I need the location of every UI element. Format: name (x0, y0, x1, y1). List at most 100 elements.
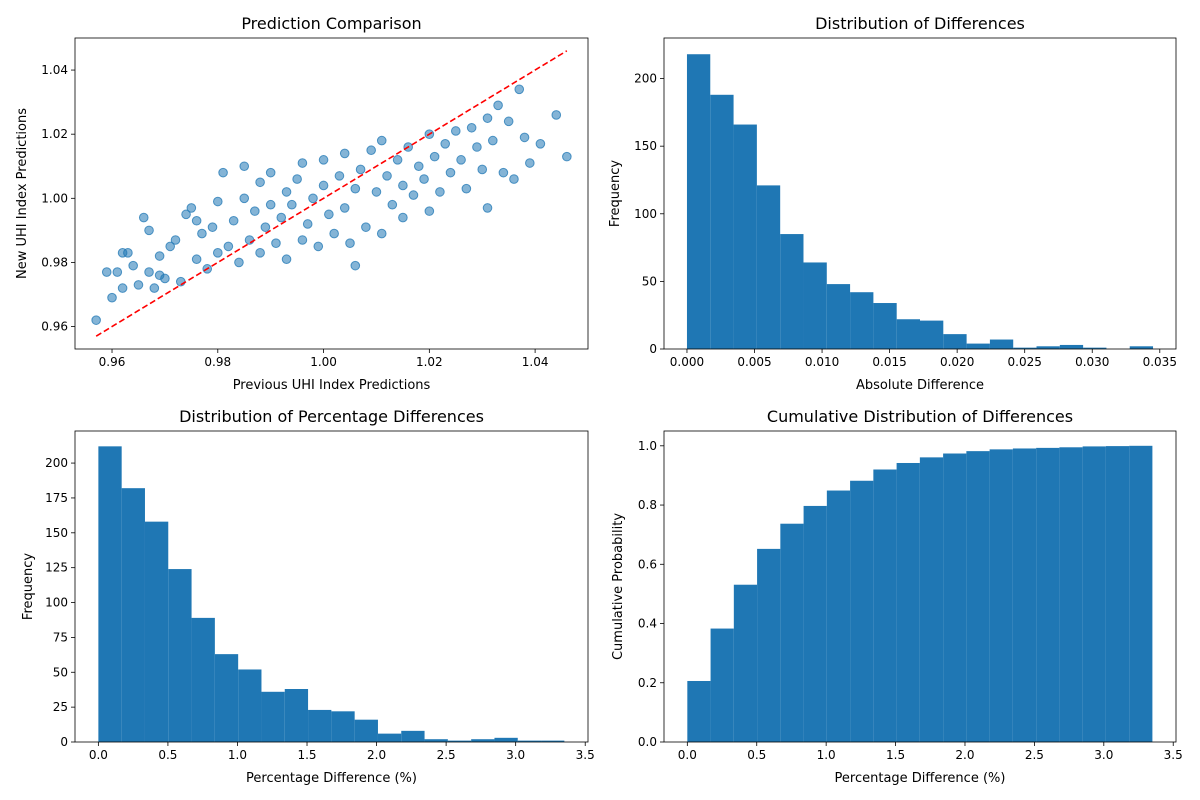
scatter-point (482, 203, 493, 213)
scatter-point (101, 267, 112, 277)
scatter-point (144, 267, 154, 277)
scatter-point (318, 180, 329, 191)
histogram-bar (1105, 446, 1130, 742)
histogram-bar (1129, 346, 1154, 349)
x-tick-label: 0.98 (204, 355, 231, 369)
x-tick-label: 0.000 (670, 355, 704, 369)
y-tick-label: 1.04 (41, 63, 68, 77)
scatter-point (181, 209, 191, 220)
scatter-point (228, 215, 239, 226)
scatter-point (535, 139, 546, 149)
scatter-point (265, 199, 276, 210)
scatter-point (149, 283, 160, 293)
x-tick-label: 3.0 (506, 748, 525, 762)
x-tick-label: 0.010 (805, 355, 839, 369)
scatter-point (276, 212, 287, 223)
scatter-point (498, 167, 509, 178)
y-tick-label: 200 (45, 456, 68, 470)
scatter-point (133, 280, 144, 290)
scatter-point (525, 158, 535, 168)
y-tick-label: 25 (53, 700, 68, 714)
axes-frame (663, 430, 1177, 743)
histogram-bar (191, 617, 215, 742)
x-tick-label: 1.02 (416, 355, 443, 369)
y-tick-label: 50 (642, 274, 657, 288)
scatter-point (562, 151, 572, 162)
histogram-bar (943, 453, 967, 742)
scatter-point (302, 219, 313, 229)
histogram-bar (424, 739, 448, 742)
scatter-point (440, 139, 451, 149)
x-tick-label: 0.035 (1143, 355, 1177, 369)
scatter-point (345, 238, 355, 248)
x-tick-label: 1.04 (522, 355, 549, 369)
histogram-bar (966, 343, 990, 349)
scatter-point (466, 122, 477, 133)
scatter-point (212, 248, 223, 258)
scatter-point (398, 180, 408, 191)
histogram-bar (733, 584, 758, 742)
scatter-point (281, 187, 292, 197)
scatter-point (450, 126, 461, 136)
axes-frame (74, 430, 589, 743)
scatter-point (429, 151, 440, 162)
y-tick-label: 150 (45, 526, 68, 540)
scatter-point (218, 167, 228, 178)
scatter-point (445, 167, 456, 178)
histogram-bar (308, 709, 332, 742)
histogram-bar (1059, 344, 1084, 349)
scatter-point (503, 116, 514, 127)
histogram-bar (873, 469, 897, 742)
x-tick-label: 1.0 (817, 748, 836, 762)
panel-distribution-of-differences: Distribution of Differences Absolute Dif… (608, 14, 1177, 393)
scatter-point (366, 145, 376, 156)
histogram-bar (1082, 446, 1106, 742)
scatter-point (361, 222, 371, 232)
scatter-point (281, 254, 292, 265)
y-axis-label: Frequency (21, 553, 36, 620)
y-tick-label: 125 (45, 561, 68, 575)
scatter-point (493, 100, 503, 111)
scatter-point (482, 113, 493, 123)
chart-title: Distribution of Percentage Differences (179, 407, 484, 426)
histogram-bar (687, 680, 711, 742)
x-tick-label: 1.5 (886, 748, 905, 762)
axes-frame (74, 37, 589, 350)
y-axis-label: New UHI Index Predictions (15, 108, 30, 279)
histogram-bar (1013, 347, 1037, 349)
x-tick-label: 0.015 (872, 355, 906, 369)
y-tick-label: 100 (634, 207, 657, 221)
scatter-point (212, 196, 223, 207)
histogram-bar (1012, 448, 1037, 742)
scatter-point (413, 161, 424, 172)
scatter-point (128, 260, 138, 271)
x-tick-label: 1.0 (228, 748, 247, 762)
histogram-bar (401, 730, 425, 742)
scatter-point (287, 199, 297, 210)
scatter-point (324, 209, 334, 220)
scatter-point (339, 148, 350, 159)
histogram-bar (989, 339, 1014, 349)
scatter-point (186, 203, 197, 213)
y-tick-label: 0.0 (638, 735, 657, 749)
x-tick-label: 0.96 (99, 355, 126, 369)
histogram-bar (471, 739, 495, 742)
panel-prediction-comparison: Prediction Comparison Previous UHI Index… (15, 14, 589, 393)
histogram-bar (803, 505, 827, 742)
x-axis-label: Absolute Difference (856, 378, 984, 393)
scatter-point (297, 158, 308, 168)
histogram-bar (261, 691, 285, 742)
x-axis-label: Percentage Difference (%) (835, 771, 1006, 786)
histogram-bar (238, 669, 262, 742)
panel-distribution-of-percentage-differences: Distribution of Percentage Differences P… (21, 407, 595, 786)
scatter-point (144, 225, 154, 236)
scatter-point (355, 164, 366, 175)
y-tick-label: 1.02 (41, 127, 68, 141)
scatter-point (165, 241, 175, 252)
x-tick-label: 0.0 (89, 748, 108, 762)
scatter-point (350, 260, 361, 271)
histogram-bar (850, 292, 874, 349)
scatter-point (207, 222, 218, 232)
scatter-point (112, 267, 123, 277)
scatter-point (509, 174, 519, 184)
